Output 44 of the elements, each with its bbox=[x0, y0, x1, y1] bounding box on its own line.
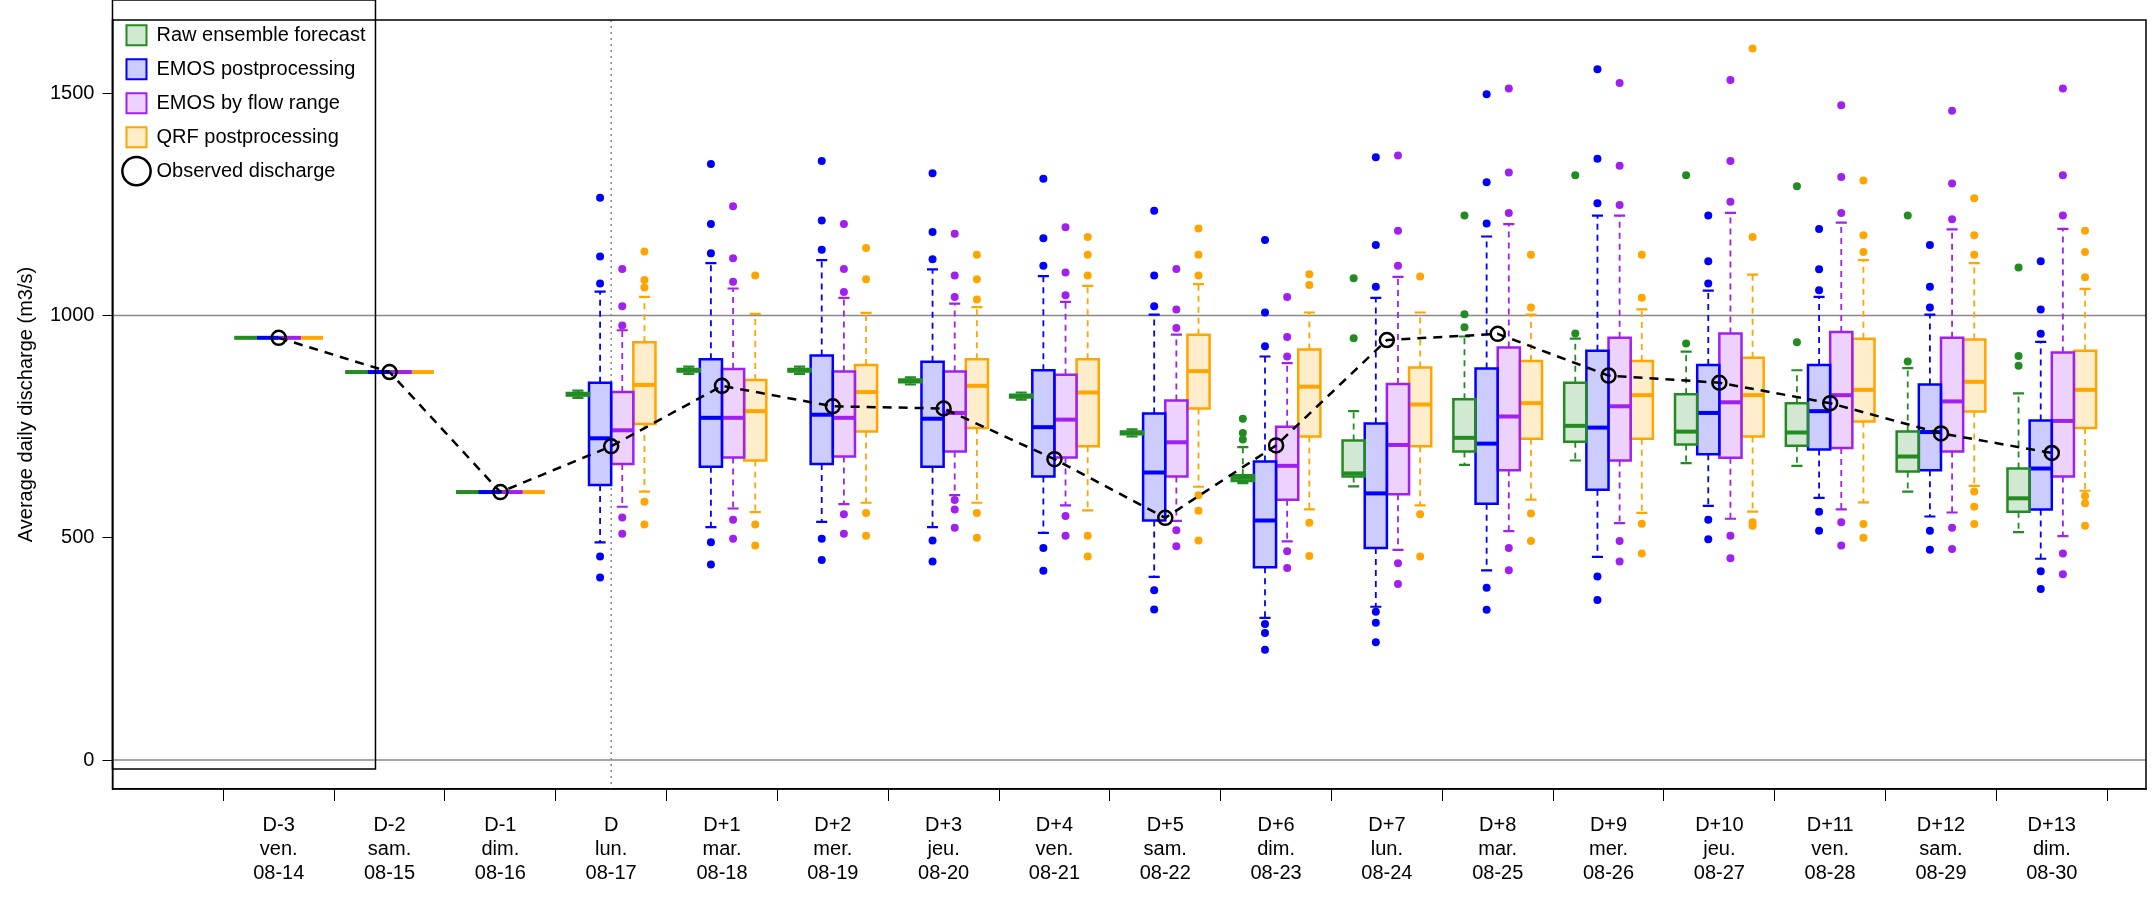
point bbox=[1378, 331, 1396, 349]
point bbox=[1267, 437, 1285, 454]
x-tick-label: D+10 jeu. 08-27 bbox=[1693, 812, 1745, 883]
point bbox=[1046, 450, 1063, 468]
point bbox=[602, 438, 620, 455]
point bbox=[1489, 325, 1506, 343]
x-tick-label: D+2 mer. 08-19 bbox=[807, 812, 859, 883]
point bbox=[935, 400, 952, 417]
legend-label: EMOS by flow range bbox=[156, 90, 340, 113]
point bbox=[1821, 394, 1839, 412]
legend-label: Observed discharge bbox=[156, 158, 336, 181]
point bbox=[270, 329, 287, 347]
x-tick-label: D+7 lun. 08-24 bbox=[1361, 812, 1413, 883]
y-tick-label: 1500 bbox=[49, 80, 95, 103]
point bbox=[1157, 509, 1174, 527]
x-tick-label: D+4 ven. 08-21 bbox=[1028, 812, 1081, 883]
y-tick-label: 1000 bbox=[49, 303, 95, 326]
x-tick-label: D-1 dim. 08-16 bbox=[474, 812, 526, 883]
legend-label: QRF postprocessing bbox=[156, 124, 339, 147]
point bbox=[824, 398, 842, 415]
legend-label: Raw ensemble forecast bbox=[156, 22, 366, 45]
point bbox=[1932, 425, 1950, 442]
x-tick-label: D+9 mer. 08-26 bbox=[1582, 812, 1635, 883]
y-tick-label: 500 bbox=[61, 525, 95, 548]
x-tick-label: D+6 dim. 08-23 bbox=[1250, 812, 1302, 883]
point bbox=[381, 363, 398, 381]
x-tick-label: D+5 sam. 08-22 bbox=[1139, 812, 1191, 883]
x-tick-label: D+12 sam. 08-29 bbox=[1915, 812, 1967, 883]
x-tick-label: D-2 sam. 08-15 bbox=[363, 812, 416, 883]
x-tick-label: D+13 dim. 08-30 bbox=[2026, 812, 2078, 883]
point bbox=[492, 483, 509, 501]
x-tick-label: D+3 jeu. 08-20 bbox=[918, 812, 970, 883]
x-tick-label: D-3 ven. 08-14 bbox=[253, 812, 305, 883]
point bbox=[1711, 374, 1728, 391]
point bbox=[713, 377, 731, 395]
y-axis-title: Average daily discharge (m3/s) bbox=[13, 266, 36, 543]
x-tick-label: D+11 ven. 08-28 bbox=[1804, 812, 1856, 883]
legend-label: EMOS postprocessing bbox=[156, 56, 356, 79]
x-tick-label: D+8 mar. 08-25 bbox=[1472, 812, 1524, 883]
x-tick-label: D lun. 08-17 bbox=[585, 812, 637, 883]
point bbox=[1600, 367, 1617, 384]
x-tick-label: D+1 mar. 08-18 bbox=[696, 812, 748, 883]
y-tick-label: 0 bbox=[83, 747, 95, 770]
point bbox=[2043, 444, 2061, 462]
